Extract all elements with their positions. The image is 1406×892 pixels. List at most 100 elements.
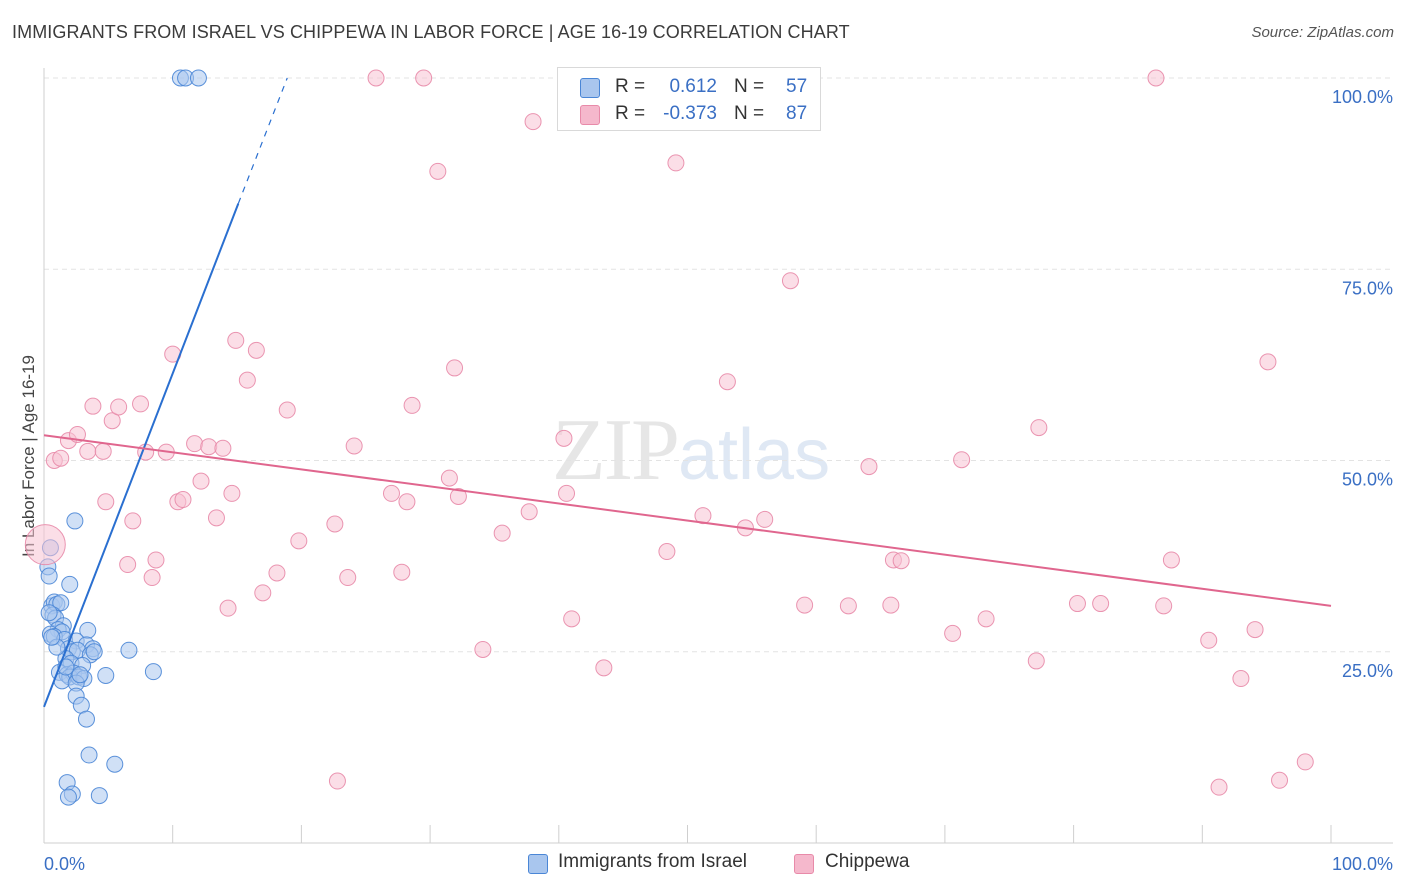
chippewa-point [214,439,232,457]
y-tick-label: 25.0% [1342,661,1393,681]
chippewa-point [1155,597,1173,615]
israel-point [106,755,124,773]
israel-point [43,628,61,646]
chippewa-point [446,359,464,377]
israel-trendline [43,203,240,708]
chippewa-point [449,487,467,505]
chippewa-point [953,451,971,469]
israel-point [120,641,138,659]
legend-r-label: R = [615,103,646,124]
chippewa-point [24,524,66,566]
israel-point [40,567,58,585]
chippewa-point [440,469,458,487]
chippewa-point [278,401,296,419]
legend-r-label: R = [615,76,646,97]
chippewa-point [493,524,511,542]
chippewa-point [254,584,272,602]
chippewa-point [339,569,357,587]
chippewa-point [718,373,736,391]
y-axis-label: In Labor Force | Age 16-19 [19,355,38,557]
chippewa-point [892,552,910,570]
chippewa-point [839,597,857,615]
chippewa-point [238,371,256,389]
chippewa-point [860,458,878,476]
chippewa-point [781,272,799,290]
israel-point [189,69,207,87]
chippewa-point [1259,353,1277,371]
x-tick-label-min: 0.0% [44,854,85,874]
chippewa-point [84,397,102,415]
chippewa-point [227,331,245,349]
israel-point [61,575,79,593]
chippewa-point [382,484,400,502]
watermark-zip: ZIP [552,402,680,499]
israel-point [52,594,70,612]
chippewa-point [1271,771,1289,789]
source-label: Source: ZipAtlas.com [1251,24,1394,41]
chippewa-point [79,442,97,460]
israel-point [77,710,95,728]
chippewa-point [247,341,265,359]
chippewa-point [326,515,344,533]
chippewa-point [977,610,995,628]
chippewa-point [429,162,447,180]
correlation-legend: R = 0.612 N = 57 R = -0.373 N = 87 [557,67,821,131]
chippewa-point [882,596,900,614]
chippewa-point [563,610,581,628]
chippewa-trendline [43,434,1332,607]
chippewa-point [415,69,433,87]
legend-swatch-israel [580,78,600,98]
chippewa-point [658,543,676,561]
chippewa-point [132,395,150,413]
chippewa-point [207,509,225,527]
watermark-atlas: atlas [678,415,831,495]
x-tick-label-max: 100.0% [1332,854,1393,874]
bottom-legend-swatch-chippewa [794,854,814,874]
chippewa-point [1147,69,1165,87]
chippewa-point [1068,595,1086,613]
chippewa-point [1210,778,1228,796]
chippewa-point [94,442,112,460]
y-tick-label: 75.0% [1342,278,1393,298]
chippewa-point [524,113,542,131]
chippewa-point [174,491,192,509]
chippewa-point [367,69,385,87]
chippewa-point [290,532,308,550]
chippewa-point [97,493,115,511]
chippewa-point [328,772,346,790]
legend-n-value: 57 [786,76,808,97]
chippewa-point [558,484,576,502]
legend-swatch-chippewa [580,105,600,125]
legend-n-value: 87 [786,103,808,124]
chippewa-point [393,563,411,581]
israel-point [85,643,103,661]
israel-trendline-extension [237,77,288,204]
chippewa-point [1200,631,1218,649]
watermark: ZIPatlas [552,400,830,501]
chippewa-point [345,437,363,455]
y-tick-label: 50.0% [1342,470,1393,490]
chart-title: IMMIGRANTS FROM ISRAEL VS CHIPPEWA IN LA… [12,22,850,42]
chippewa-point [186,435,204,453]
israel-point [144,663,162,681]
legend-row-chippewa: R = -0.373 N = 87 [558,101,820,127]
chippewa-point [192,472,210,490]
chippewa-point [52,449,70,467]
chippewa-point [1030,419,1048,437]
chippewa-point [219,599,237,617]
chippewa-point [555,429,573,447]
chippewa-point [103,412,121,430]
bottom-legend-label-chippewa: Chippewa [825,851,910,872]
chippewa-point [143,569,161,587]
chippewa-point [595,659,613,677]
legend-row-israel: R = 0.612 N = 57 [558,74,820,100]
chippewa-point [1246,621,1264,639]
chippewa-point [1296,753,1314,771]
legend-r-value: -0.373 [663,103,717,124]
chippewa-point [110,398,128,416]
israel-point [40,604,58,622]
chippewa-point [403,396,421,414]
legend-n-label: N = [734,103,765,124]
israel-point [66,512,84,530]
chippewa-point [200,438,218,456]
